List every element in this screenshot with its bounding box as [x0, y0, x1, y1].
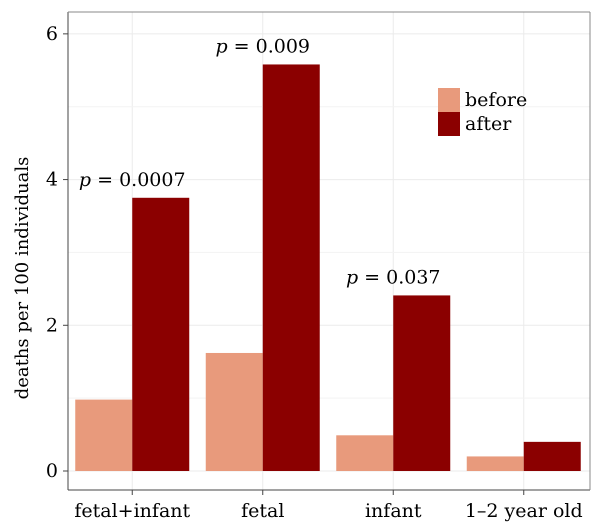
- p-value: = 0.009: [228, 35, 310, 57]
- y-tick-label: 4: [46, 169, 58, 191]
- bar-after: [393, 295, 451, 471]
- x-tick-label: fetal+infant: [74, 500, 190, 522]
- bar-after: [132, 197, 190, 472]
- legend-swatch-before: [438, 88, 460, 112]
- bar-after: [262, 64, 320, 471]
- bar-before: [205, 352, 263, 471]
- legend-label-after: after: [465, 113, 512, 135]
- y-axis-title: deaths per 100 individuals: [12, 157, 33, 400]
- p-value-label: p = 0.0007: [79, 169, 186, 191]
- p-symbol: p: [215, 35, 227, 57]
- y-tick-label: 6: [46, 23, 58, 45]
- bar-after: [523, 441, 581, 471]
- y-tick-label: 0: [46, 460, 58, 482]
- axes: 0 2 4 6 fetal+infant fetal infant 1–2 year old: [46, 11, 591, 522]
- x-tick-label: fetal: [241, 500, 284, 522]
- p-symbol: p: [79, 169, 91, 191]
- p-symbol: p: [346, 266, 358, 288]
- legend-label-before: before: [465, 89, 527, 111]
- p-value-label: p = 0.009: [215, 35, 310, 57]
- p-value: = 0.0007: [91, 169, 185, 191]
- p-value: = 0.037: [358, 266, 440, 288]
- legend-swatch-after: [438, 112, 460, 136]
- x-tick-label: 1–2 year old: [465, 500, 583, 522]
- p-value-label: p = 0.037: [346, 266, 441, 288]
- y-tick-label: 2: [46, 314, 58, 336]
- bars: [75, 64, 581, 472]
- bar-before: [336, 435, 394, 471]
- bar-before: [75, 399, 133, 471]
- bar-before: [466, 456, 524, 471]
- x-tick-label: infant: [365, 500, 422, 522]
